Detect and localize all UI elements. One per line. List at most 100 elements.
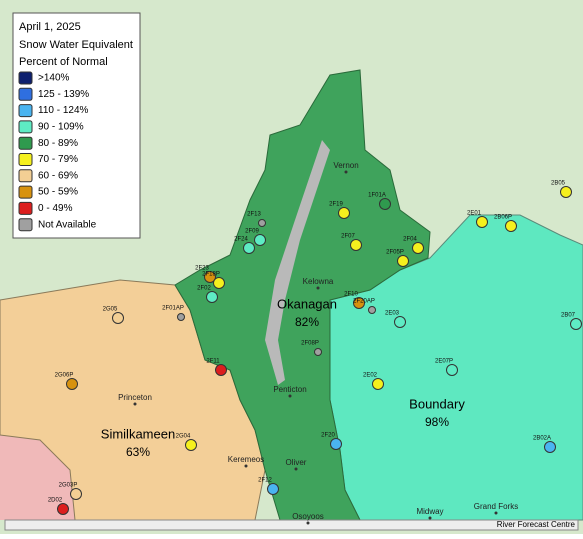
station [254,234,266,246]
station [204,271,216,283]
station-label: 2F18P [202,272,220,278]
town-label: Oliver [286,458,307,467]
station [66,378,78,390]
legend-subtitle: Percent of Normal [19,56,108,68]
station-label: 2F13 [247,212,261,218]
station-label: 2E01 [467,211,482,217]
legend-box [12,12,141,239]
station-label: 2F10 [344,292,358,298]
station [412,242,424,254]
legend-label: >140% [38,73,70,84]
legend-date: April 1, 2025 [19,21,81,33]
station [112,312,124,324]
town-label: Osoyoos [292,512,324,521]
station-label: 2E03 [385,311,400,317]
town-label: Midway [416,507,443,516]
legend-label: 80 - 89% [38,138,78,149]
station-label: 2D02 [48,498,63,504]
station [185,439,197,451]
station-label: 2G04 [176,434,191,440]
town-dot [306,521,310,525]
legend-swatch [18,218,33,232]
legend-swatch [18,104,33,118]
station [505,220,517,232]
town-dot [494,511,498,515]
station [350,239,362,251]
legend-swatch [18,169,33,183]
station [213,277,225,289]
station-label: 2F19 [329,202,343,208]
station-label: 2F20 [321,433,335,439]
station-label: 2F02 [197,286,211,292]
region-name: Okanagan [277,296,337,311]
legend-label: 60 - 69% [38,170,78,181]
station [379,198,391,210]
station [353,297,365,309]
town-dot [316,286,320,290]
legend-label: 125 - 139% [38,89,89,100]
station [243,242,255,254]
station-label: 2B02A [533,436,551,442]
station [397,255,409,267]
region-value: 82% [295,315,319,329]
station-label: 2F09 [245,229,259,235]
town-label: Princeton [118,393,152,402]
region-value: 98% [425,415,449,429]
station [206,291,218,303]
town-label: Keremeos [228,455,264,464]
region-name: Similkameen [101,426,175,441]
town-dot [428,516,432,520]
town-label: Vernon [333,161,358,170]
station-label: 2E02 [363,373,378,379]
legend-label: 110 - 124% [38,105,89,116]
station [330,438,342,450]
station [544,441,556,453]
legend-label: 0 - 49% [38,203,73,214]
station-label: 1F01A [368,193,386,199]
town-label: Kelowna [303,277,334,286]
town-label: Grand Forks [474,502,518,511]
station-label: 2B06P [494,215,512,221]
town-label: Penticton [273,385,306,394]
town-dot [133,402,137,406]
station [338,207,350,219]
town-dot [294,467,298,471]
legend-swatch [18,153,33,166]
station-label: 2B07 [561,313,576,319]
town-dot [288,394,292,398]
station-label: 2G06P [55,373,74,379]
legend-title: Snow Water Equivalent [19,39,133,51]
station [368,306,376,314]
station [215,364,227,376]
legend-swatch [18,120,33,134]
station [446,364,458,376]
station-label: 2F12 [258,478,272,484]
region-value: 63% [126,445,150,459]
legend-swatch [18,201,33,215]
legend-label: Not Available [38,219,97,230]
legend-swatch [18,71,33,85]
legend-label: 50 - 59% [38,187,78,198]
town-dot [344,170,348,174]
station-label: 2F01AP [162,306,184,312]
station [314,348,322,356]
lake [265,140,330,385]
station-label: 2F08P [301,341,319,347]
station-label: 2F23 [195,266,209,272]
legend-swatch [18,185,33,199]
station [177,313,185,321]
station [394,316,406,328]
station-label: 2F04 [403,237,417,243]
station-label: 2E07P [435,359,453,365]
station-label: 2G03P [59,483,78,489]
town-dot [244,464,248,468]
station-label: 2F05P [386,250,404,256]
station [372,378,384,390]
legend-swatch [18,136,33,150]
station-label: 2B05 [551,181,566,187]
footer: River Forecast Centre [497,520,576,529]
station [258,219,266,227]
station-label: 2F24 [234,237,248,243]
